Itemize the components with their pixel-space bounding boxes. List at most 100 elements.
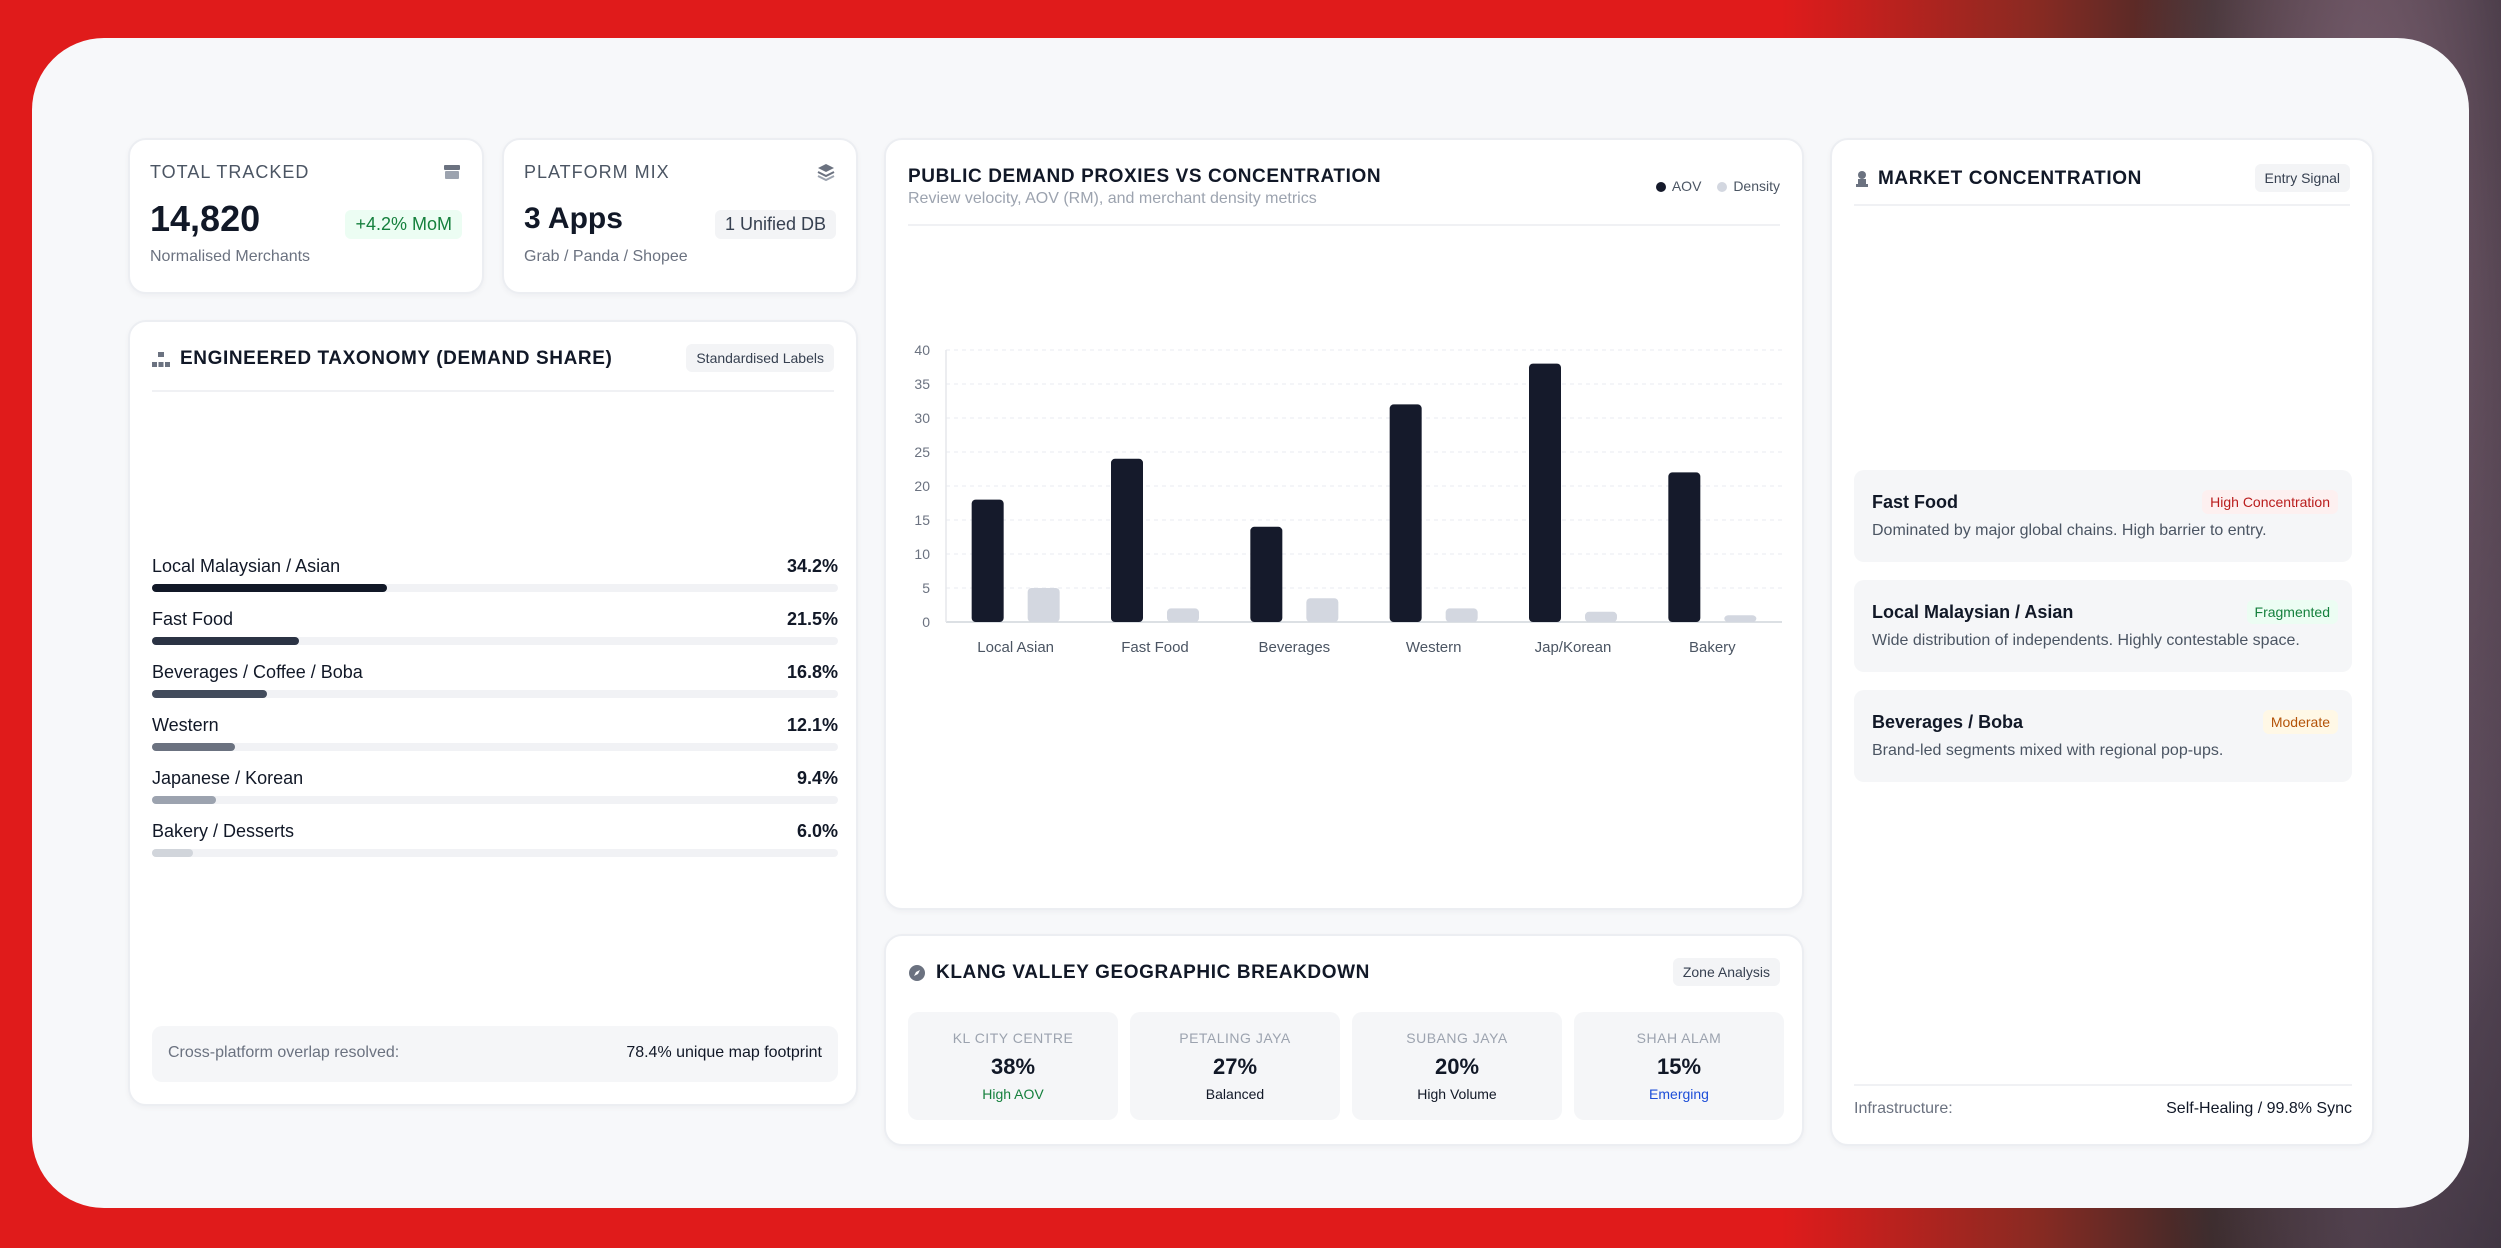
bar-density <box>1027 588 1060 622</box>
concentration-item: Beverages / Boba Moderate Brand-led segmen… <box>1854 690 2352 782</box>
taxonomy-bar-fill <box>152 743 235 751</box>
mom-change-badge: +4.2% MoM <box>345 210 462 239</box>
zone-value: 27% <box>1212 1054 1258 1079</box>
compass-icon <box>909 965 925 981</box>
x-tick-label: Western <box>1406 639 1462 656</box>
bar-aov <box>1668 472 1701 622</box>
taxonomy-percent: 9.4% <box>796 768 838 788</box>
segment-name: Local Malaysian / Asian <box>1872 602 2074 622</box>
layers-icon <box>817 164 835 182</box>
unified-db-badge: 1 Unified DB <box>714 210 836 239</box>
zone-label: SUBANG JAYA <box>1406 1030 1508 1046</box>
taxonomy-row: Fast Food 21.5% <box>152 609 838 645</box>
zone-value: 20% <box>1434 1054 1480 1079</box>
y-tick-label: 40 <box>914 342 930 358</box>
zone-label: SHAH ALAM <box>1636 1030 1722 1046</box>
taxonomy-bar-track <box>152 690 838 698</box>
taxonomy-percent: 34.2% <box>786 556 838 576</box>
chart-legend: AOV Density <box>1655 178 1780 194</box>
zone-status: Balanced <box>1205 1086 1265 1102</box>
taxonomy-row: Bakery / Desserts 6.0% <box>152 821 838 857</box>
hierarchy-icon <box>152 352 170 367</box>
geo-breakdown-card: KLANG VALLEY GEOGRAPHIC BREAKDOWN Zone A… <box>884 934 1804 1146</box>
taxonomy-bar-fill <box>152 637 300 645</box>
segment-name: Beverages / Boba <box>1872 712 2024 732</box>
bar-density <box>1167 608 1199 622</box>
zone-status: Emerging <box>1649 1086 1709 1102</box>
taxonomy-bar-fill <box>152 849 194 857</box>
entry-signal-tag: Entry Signal <box>2254 164 2350 192</box>
infra-value: Self-Healing / 99.8% Sync <box>2166 1100 2352 1117</box>
dashboard-frame: TOTAL TRACKED 14,820 +4.2% MoM Normalise… <box>32 38 2469 1208</box>
concentration-badge: Fragmented <box>2246 600 2338 624</box>
bar-aov <box>971 499 1004 622</box>
zone-card: SHAH ALAM 15% Emerging <box>1574 1012 1784 1120</box>
taxonomy-label: Japanese / Korean <box>152 768 304 788</box>
x-tick-label: Beverages <box>1258 639 1330 656</box>
chart-title: PUBLIC DEMAND PROXIES VS CONCENTRATION <box>908 166 1382 187</box>
zone-analysis-tag: Zone Analysis <box>1672 958 1780 986</box>
bar-density <box>1585 611 1617 622</box>
y-tick-label: 0 <box>922 614 930 630</box>
taxonomy-bar-fill <box>152 690 268 698</box>
zone-label: KL CITY CENTRE <box>952 1030 1074 1046</box>
stat-label: TOTAL TRACKED <box>150 162 310 182</box>
concentration-badge: High Concentration <box>2202 490 2338 514</box>
taxonomy-bar-fill <box>152 796 217 804</box>
taxonomy-title: ENGINEERED TAXONOMY (DEMAND SHARE) <box>180 348 613 369</box>
y-tick-label: 25 <box>914 444 930 460</box>
concentration-item: Fast Food High Concentration Dominated by … <box>1854 470 2352 562</box>
taxonomy-card: ENGINEERED TAXONOMY (DEMAND SHARE) Stand… <box>128 320 858 1106</box>
x-tick-label: Jap/Korean <box>1535 639 1612 656</box>
x-tick-label: Fast Food <box>1121 639 1189 656</box>
bar-aov <box>1111 458 1143 622</box>
taxonomy-row: Local Malaysian / Asian 34.2% <box>152 556 838 592</box>
footnote-value: 78.4% unique map footprint <box>626 1044 822 1061</box>
taxonomy-label: Western <box>152 715 219 735</box>
stat-subtitle: Normalised Merchants <box>150 248 311 265</box>
concentration-item: Local Malaysian / Asian Fragmented Wide di… <box>1854 580 2352 672</box>
standardised-labels-tag: Standardised Labels <box>686 344 834 372</box>
zone-card: PETALING JAYA 27% Balanced <box>1130 1012 1340 1120</box>
taxonomy-percent: 12.1% <box>786 715 838 735</box>
taxonomy-bar-track <box>152 584 838 592</box>
bar-density <box>1724 615 1757 622</box>
stat-label: PLATFORM MIX <box>524 162 670 182</box>
zone-card: KL CITY CENTRE 38% High AOV <box>908 1012 1118 1120</box>
zone-status: High Volume <box>1417 1086 1497 1102</box>
demand-chart-card: PUBLIC DEMAND PROXIES VS CONCENTRATION R… <box>884 138 1804 910</box>
zone-label: PETALING JAYA <box>1179 1030 1291 1046</box>
zone-status: High AOV <box>982 1086 1044 1102</box>
bar-aov <box>1529 363 1561 622</box>
segment-description: Brand-led segments mixed with regional p… <box>1872 742 2224 759</box>
concentration-badge: Moderate <box>2262 710 2338 734</box>
divider <box>152 390 834 392</box>
legend-item-aov: AOV <box>1655 178 1701 194</box>
infra-label: Infrastructure: <box>1854 1100 1953 1117</box>
platform-mix-card: PLATFORM MIX 3 Apps 1 Unified DB Grab / … <box>502 138 858 294</box>
store-icon <box>444 165 460 179</box>
zone-card: SUBANG JAYA 20% High Volume <box>1352 1012 1562 1120</box>
chart-subtitle: Review velocity, AOV (RM), and merchant … <box>908 190 1317 207</box>
stat-subtitle: Grab / Panda / Shopee <box>524 248 688 265</box>
taxonomy-row: Western 12.1% <box>152 715 838 751</box>
taxonomy-label: Bakery / Desserts <box>152 821 295 841</box>
y-tick-label: 15 <box>914 512 930 528</box>
taxonomy-percent: 16.8% <box>786 662 838 682</box>
legend-item-density: Density <box>1717 178 1780 194</box>
y-tick-label: 30 <box>914 410 930 426</box>
taxonomy-bar-fill <box>152 584 387 592</box>
x-tick-label: Bakery <box>1689 639 1736 656</box>
taxonomy-label: Fast Food <box>152 609 234 629</box>
segment-description: Wide distribution of independents. Highl… <box>1872 632 2300 649</box>
divider <box>1854 204 2350 206</box>
chess-piece-icon <box>1856 171 1868 187</box>
legend-dot-icon <box>1717 182 1728 192</box>
bar-density <box>1306 598 1339 622</box>
segment-name: Fast Food <box>1872 492 1958 512</box>
y-tick-label: 5 <box>922 580 930 596</box>
taxonomy-label: Beverages / Coffee / Boba <box>152 662 363 682</box>
total-tracked-value: 14,820 <box>150 198 261 239</box>
concentration-title: MARKET CONCENTRATION <box>1878 168 2142 189</box>
segment-description: Dominated by major global chains. High b… <box>1872 522 2267 539</box>
